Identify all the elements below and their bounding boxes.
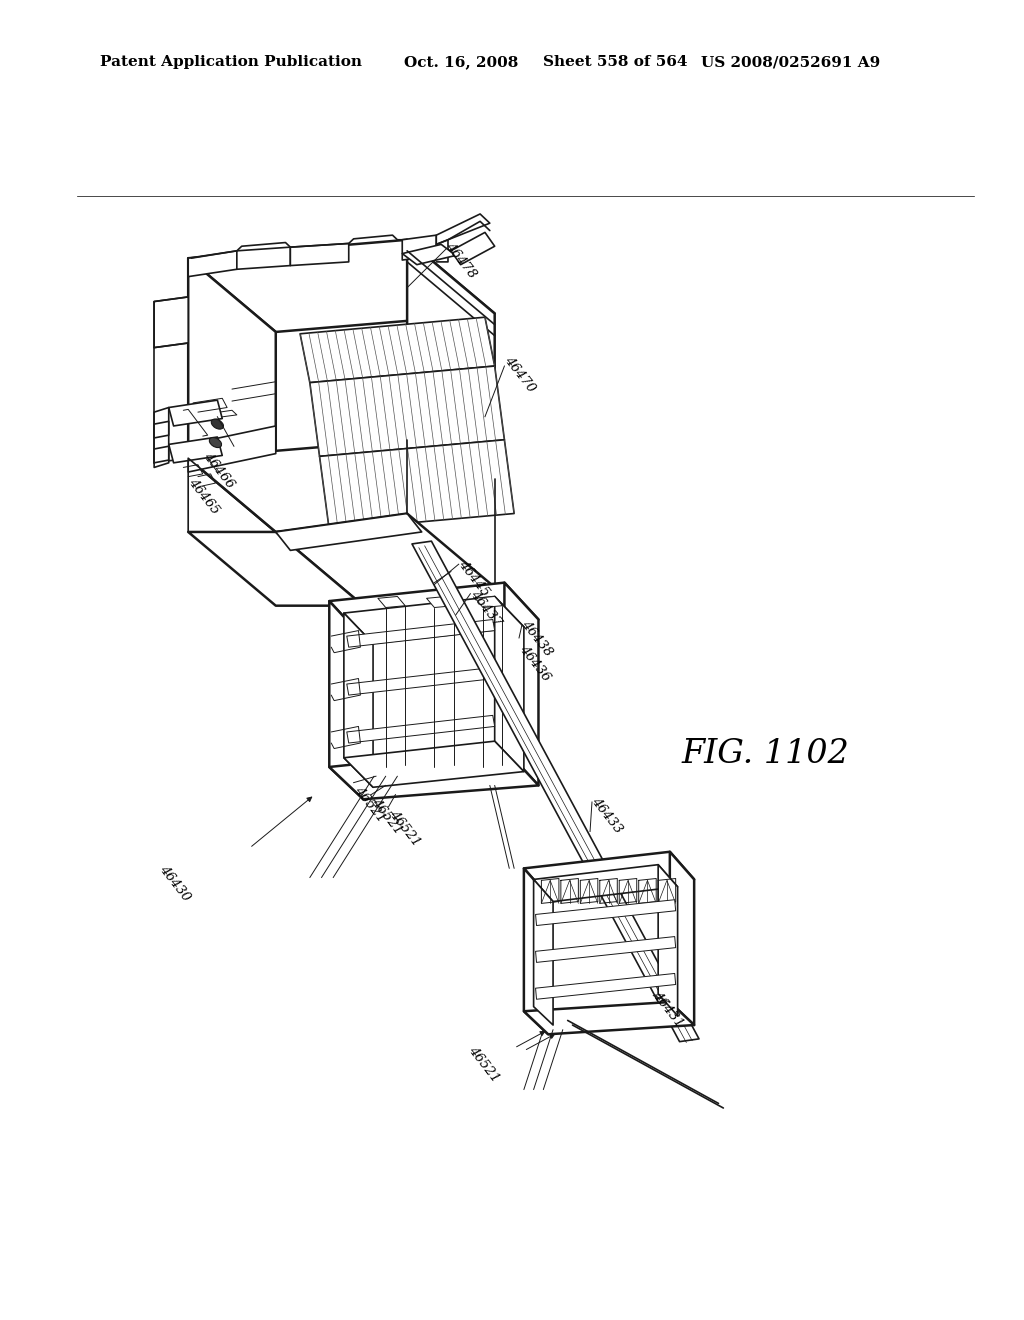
Polygon shape (344, 741, 524, 787)
Polygon shape (534, 879, 553, 1026)
Ellipse shape (211, 418, 223, 429)
Text: Oct. 16, 2008: Oct. 16, 2008 (404, 55, 519, 69)
Ellipse shape (209, 437, 221, 447)
Polygon shape (169, 400, 222, 426)
Polygon shape (347, 619, 495, 647)
Polygon shape (536, 937, 676, 962)
Polygon shape (155, 297, 188, 347)
Polygon shape (524, 851, 694, 896)
Polygon shape (412, 541, 699, 1041)
Polygon shape (155, 446, 169, 463)
Polygon shape (330, 601, 364, 799)
Polygon shape (436, 214, 489, 244)
Polygon shape (402, 244, 456, 264)
Polygon shape (495, 597, 524, 772)
Polygon shape (347, 715, 495, 743)
Polygon shape (344, 612, 373, 787)
Text: 46430: 46430 (157, 862, 193, 903)
Text: 46438: 46438 (519, 618, 555, 659)
Polygon shape (188, 251, 237, 277)
Polygon shape (408, 240, 495, 479)
Text: 46437: 46437 (467, 587, 503, 628)
Polygon shape (291, 243, 349, 265)
Polygon shape (188, 426, 275, 473)
Polygon shape (402, 235, 436, 260)
Polygon shape (188, 259, 275, 532)
Polygon shape (330, 748, 539, 799)
Polygon shape (536, 900, 676, 925)
Text: 46431: 46431 (650, 989, 686, 1030)
Polygon shape (155, 408, 169, 467)
Polygon shape (344, 597, 524, 643)
Text: 46478: 46478 (442, 239, 479, 280)
Polygon shape (475, 597, 503, 607)
Polygon shape (155, 421, 169, 438)
Text: 46465: 46465 (186, 475, 222, 516)
Text: 46521: 46521 (386, 808, 423, 849)
Text: 46466: 46466 (201, 450, 237, 491)
Polygon shape (524, 1002, 694, 1035)
Text: Patent Application Publication: Patent Application Publication (100, 55, 362, 69)
Text: Sheet 558 of 564: Sheet 558 of 564 (543, 55, 687, 69)
Polygon shape (188, 440, 495, 532)
Polygon shape (330, 582, 539, 638)
Polygon shape (505, 582, 539, 785)
Text: FIG. 1102: FIG. 1102 (681, 738, 849, 771)
Polygon shape (188, 240, 495, 331)
Polygon shape (310, 366, 505, 457)
Text: US 2008/0252691 A9: US 2008/0252691 A9 (701, 55, 881, 69)
Polygon shape (347, 668, 495, 696)
Text: 46433: 46433 (589, 795, 625, 837)
Text: 46470: 46470 (501, 354, 538, 395)
Text: 46445: 46445 (456, 557, 492, 598)
Text: 46521: 46521 (351, 784, 387, 825)
Polygon shape (658, 865, 678, 1016)
Polygon shape (451, 232, 495, 264)
Polygon shape (536, 973, 676, 999)
Text: 46521: 46521 (369, 796, 404, 837)
Polygon shape (169, 437, 222, 463)
Polygon shape (237, 247, 291, 269)
Polygon shape (378, 597, 406, 607)
Polygon shape (275, 513, 495, 606)
Polygon shape (188, 532, 364, 606)
Polygon shape (319, 440, 514, 531)
Text: 46521: 46521 (465, 1044, 502, 1085)
Polygon shape (275, 513, 422, 550)
Polygon shape (524, 869, 548, 1035)
Polygon shape (534, 865, 678, 902)
Text: 46436: 46436 (517, 643, 553, 684)
Polygon shape (427, 597, 454, 607)
Polygon shape (300, 317, 495, 383)
Polygon shape (670, 851, 694, 1026)
